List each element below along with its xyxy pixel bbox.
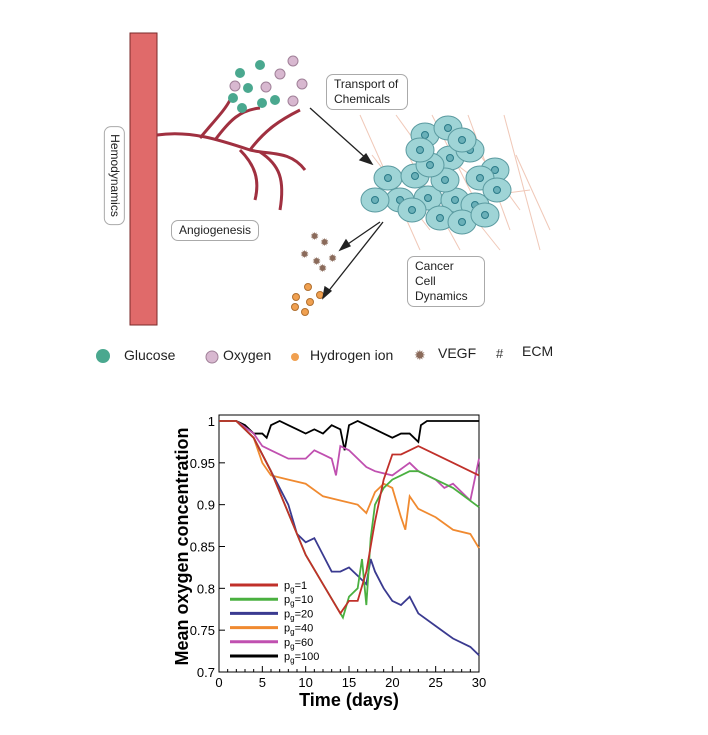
cell-nucleus [416,146,424,154]
x-tick-label: 5 [259,675,266,690]
plot-frame [218,414,480,673]
y-tick-label: 0.85 [190,540,215,555]
diagram-legend-icons: ✹ # [96,346,504,364]
legend-entry: pg=40 [284,623,313,637]
x-tick-label: 0 [215,675,222,690]
cell-nucleus [426,161,434,169]
vegf-particle: ✹ [328,253,337,265]
cell-nucleus [458,136,466,144]
y-tick-label: 0.75 [190,623,215,638]
cell-nucleus [491,166,499,174]
legend-entry: pg=100 [284,651,319,665]
y-axis-label: Mean oxygen concentration [172,427,192,665]
glucose-particle [235,68,245,78]
angiogenesis-branches [156,99,307,211]
oxygen-particle [229,80,241,92]
hydrogen-ion-particle [301,308,309,316]
vegf-particle: ✹ [310,231,319,243]
glucose-particle [255,60,265,70]
cancer-cells [359,114,551,251]
legend-oxygen: Oxygen [223,347,272,363]
cell-nucleus [458,218,466,226]
cell-nucleus [408,206,416,214]
y-tick-label: 0.8 [197,581,215,596]
legend-entry: pg=60 [284,637,313,651]
vegf-particle: ✹ [320,237,329,249]
x-tick-label: 30 [472,675,486,690]
cell-nucleus [441,176,449,184]
arrows [309,107,384,300]
series-line-p-g-100 [219,420,479,451]
transport-label: Transport of Chemicals [326,74,408,110]
cell-nucleus [384,174,392,182]
cancer-label: Cancer Cell Dynamics [407,256,485,307]
oxygen-particle [296,78,308,90]
vegf-icon: ✹ [414,347,426,363]
ecm-icon: # [496,346,504,361]
hydrogen-ion-particle [306,298,314,306]
vegf-particle: ✹ [318,263,327,275]
cell-nucleus [436,214,444,222]
oxygen-particle [287,95,299,107]
y-tick-label: 0.9 [197,498,215,513]
cell-nucleus [411,172,419,180]
glucose-particle [237,103,247,113]
series-line-p-g-20 [219,420,480,656]
legend-entry: pg=20 [284,608,313,622]
ecm-fiber [515,154,551,231]
legend-glucose: Glucose [124,347,176,363]
x-tick-label: 20 [385,675,399,690]
hydrogen-ion-particle [291,303,299,311]
vegf-particle: ✹ [312,256,321,268]
oxygen-particle [274,68,286,80]
y-tick-label: 0.7 [197,665,215,680]
vegf-particle: ✹ [300,249,309,261]
hydrogen-ion-particle [304,283,312,291]
diagram: ✹ ✹✹✹ ✹✹ ✹ # [96,32,551,364]
legend-vegf: VEGF [438,345,477,361]
x-tick-label: 25 [428,675,442,690]
cell-nucleus [446,154,454,162]
cell-nucleus [451,196,459,204]
hydrogen-ion-icon [291,353,299,361]
cell-nucleus [481,211,489,219]
x-tick-label: 15 [342,675,356,690]
ecm-fiber [503,114,541,251]
oxygen-particle [287,55,299,67]
x-axis-label: Time (days) [299,690,399,710]
glucose-icon [96,349,110,363]
cell-nucleus [424,194,432,202]
series-line-p-g-1 [219,420,480,616]
angiogenesis-label: Angiogenesis [171,220,260,241]
legend-ecm: ECM [522,343,554,359]
legend-entry: pg=1 [284,580,307,594]
legend-entry: pg=10 [284,594,313,608]
series-line-p-g-40 [219,420,480,549]
cell-nucleus [493,186,501,194]
chemical-particles: ✹ ✹✹✹ ✹✹ [228,55,337,316]
x-tick-label: 10 [298,675,312,690]
y-tick-label: 0.95 [190,456,215,471]
glucose-particle [270,95,280,105]
oxygen-icon [205,350,219,364]
blood-vessel [129,32,158,326]
cell-nucleus [444,124,452,132]
legend-hydrogen: Hydrogen ion [310,347,394,363]
glucose-particle [243,83,253,93]
glucose-particle [257,98,267,108]
cell-nucleus [476,174,484,182]
hydrogen-ion-particle [292,293,300,301]
cell-nucleus [371,196,379,204]
y-tick-label: 1 [208,414,215,429]
oxygen-particle [260,81,272,93]
glucose-particle [228,93,238,103]
